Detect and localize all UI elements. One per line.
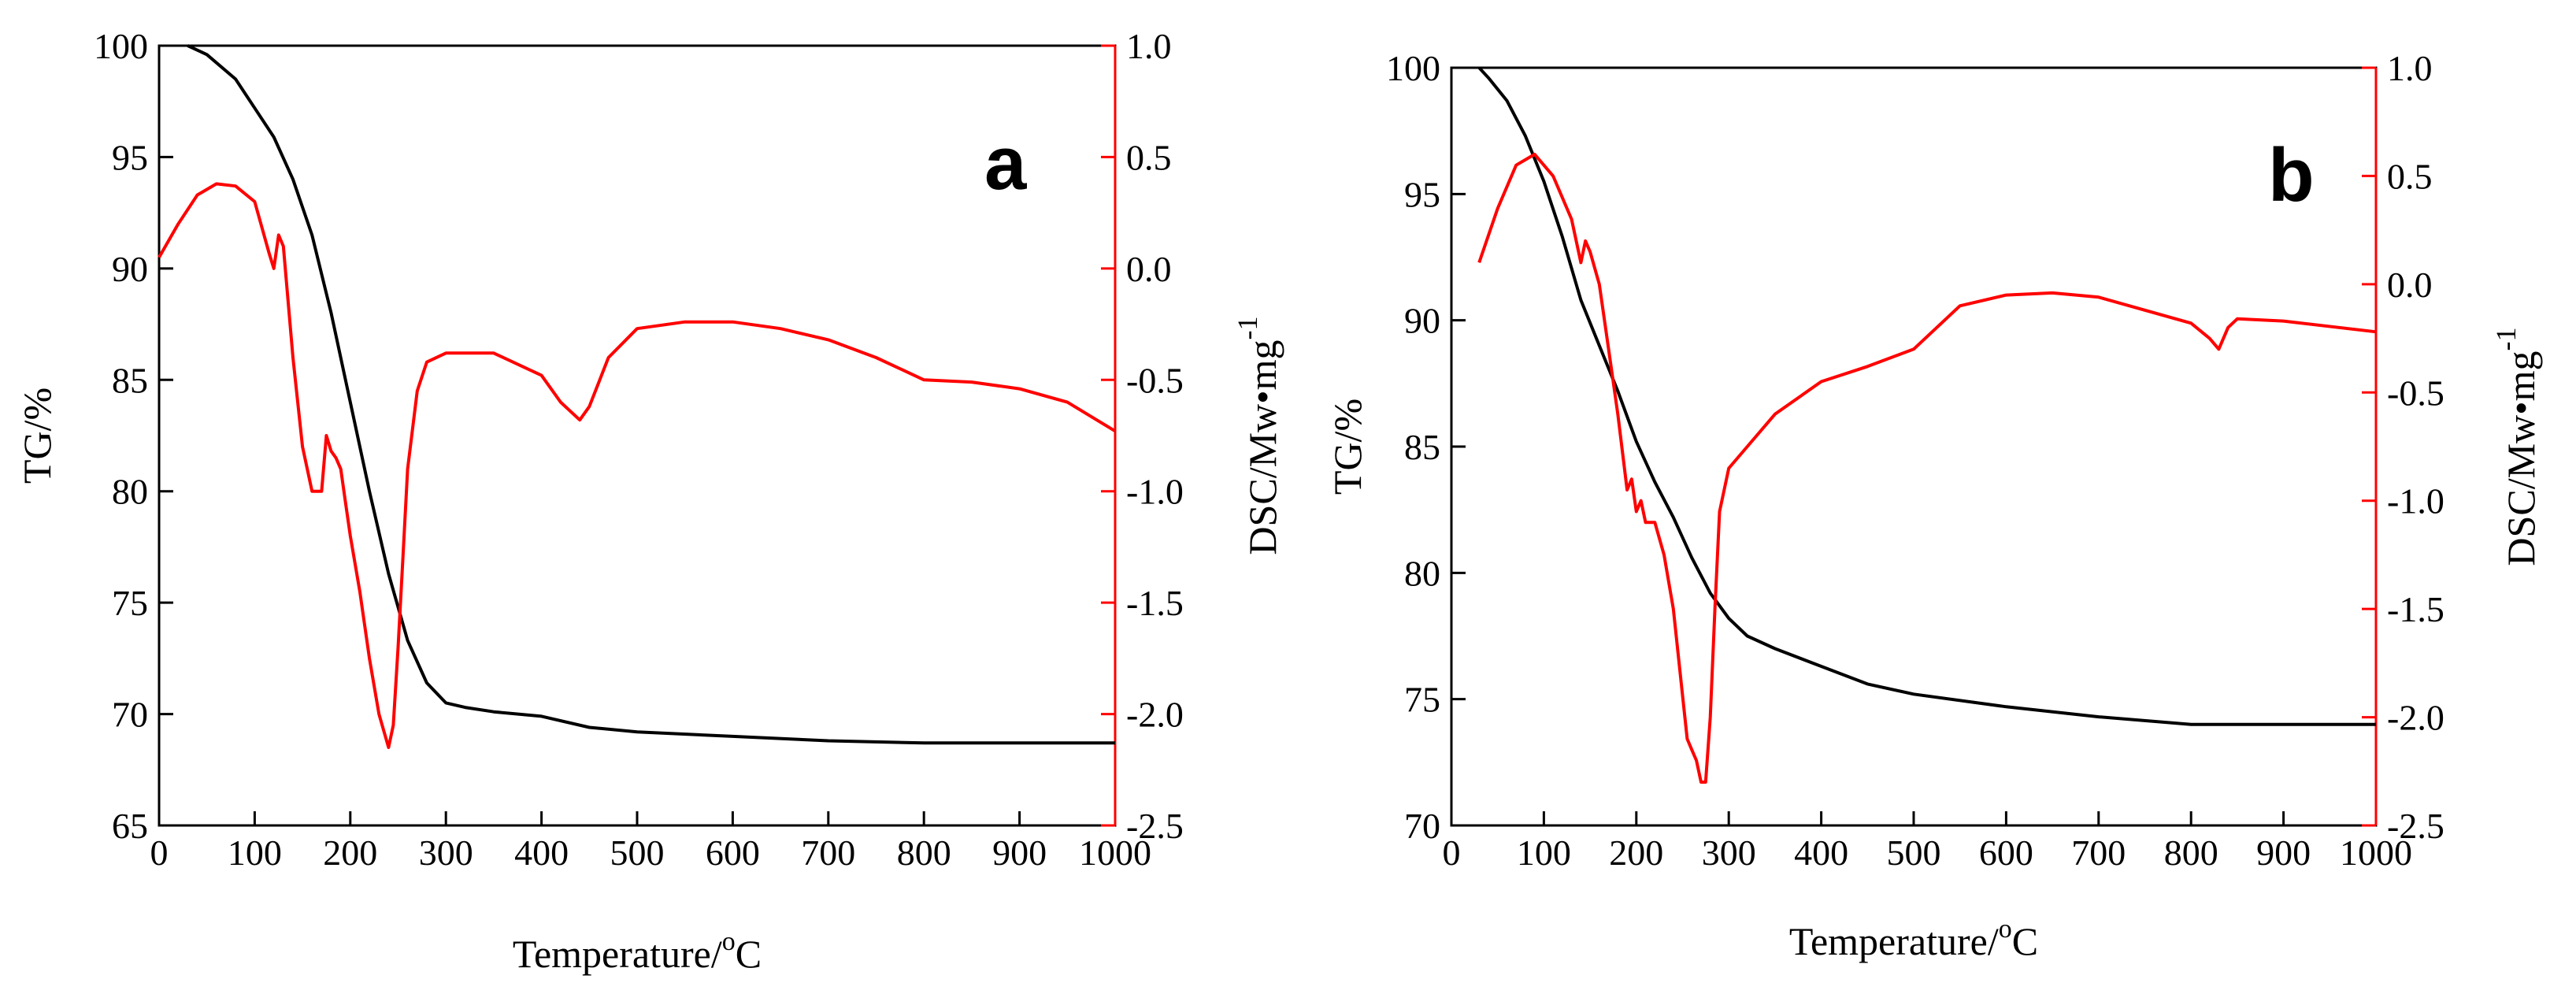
x-tick-label-a: 100 bbox=[228, 833, 282, 873]
x-tick-label-b: 800 bbox=[2164, 833, 2218, 873]
y-axis-title-a: TG/% bbox=[15, 388, 59, 484]
x-tick-label-b: 200 bbox=[1609, 833, 1663, 873]
y2-tick-marks-a: -2.5 -2.0 -1.5 -1.0 -0.5 0.0 0.5 1.0 bbox=[1101, 26, 1184, 846]
y-tick-label-a: 70 bbox=[112, 695, 148, 735]
x-tick-label-a: 700 bbox=[801, 833, 855, 873]
x-tick-label-a: 600 bbox=[706, 833, 760, 873]
y2-axis-title-a: DSC/Mw•mg-1 bbox=[1232, 316, 1284, 554]
y-tick-label-a: 100 bbox=[94, 26, 148, 66]
y2-tick-label-a: 1.0 bbox=[1126, 26, 1172, 66]
chart-panel-b: 0 100 200 300 400 500 600 700 800 900 1000 70 75 80 8… bbox=[1325, 48, 2543, 963]
dsc-curve-a bbox=[158, 182, 1117, 749]
y2-tick-label-a: 0.5 bbox=[1126, 137, 1172, 177]
x-tick-label-a: 400 bbox=[514, 833, 569, 873]
y-tick-label-a: 85 bbox=[112, 360, 148, 400]
y2-tick-label-b: 0.5 bbox=[2387, 156, 2433, 196]
x-axis-title-a: Temperature/oC bbox=[513, 927, 762, 976]
y2-axis-title-text-b: DSC/Mw•mg bbox=[2499, 350, 2543, 566]
y2-tick-label-b: -2.5 bbox=[2387, 806, 2444, 846]
chart-panel-a: 0 100 200 300 400 500 600 700 800 900 1000 65 70 75 8… bbox=[15, 26, 1284, 976]
x-axis-title-text-b: Temperature/ bbox=[1789, 919, 1999, 963]
x-tick-label-b: 600 bbox=[1979, 833, 2033, 873]
x-tick-label-b: 500 bbox=[1887, 833, 1941, 873]
x-tick-label-a: 300 bbox=[419, 833, 473, 873]
y-tick-label-b: 95 bbox=[1404, 174, 1440, 214]
y-tick-label-a: 65 bbox=[112, 806, 148, 846]
y2-tick-label-b: -1.0 bbox=[2387, 481, 2444, 521]
y2-tick-label-b: -2.0 bbox=[2387, 698, 2444, 738]
y-tick-marks-b: 70 75 80 85 90 95 100 bbox=[1386, 48, 1466, 846]
series-group-a bbox=[158, 44, 1117, 749]
y2-tick-marks-b: -2.5 -2.0 -1.5 -1.0 -0.5 0.0 0.5 1.0 bbox=[2362, 48, 2444, 846]
y2-axis-title-b: DSC/Mw•mg-1 bbox=[2490, 327, 2543, 566]
plot-frame-b bbox=[1450, 66, 2378, 827]
x-tick-label-a: 1000 bbox=[1079, 833, 1151, 873]
tg-curve-a bbox=[187, 44, 1115, 745]
x-tick-label-a: 0 bbox=[150, 833, 169, 873]
x-tick-label-b: 400 bbox=[1794, 833, 1848, 873]
x-tick-marks-b: 0 100 200 300 400 500 600 700 800 900 1000 bbox=[1443, 811, 2412, 873]
x-axis-title-unit-b: C bbox=[2012, 919, 2038, 963]
x-tick-marks-a: 0 100 200 300 400 500 600 700 800 900 1000 bbox=[150, 811, 1151, 873]
x-axis-title-sup-b: o bbox=[1999, 914, 2012, 944]
x-tick-label-b: 100 bbox=[1517, 833, 1571, 873]
x-tick-label-b: 300 bbox=[1702, 833, 1756, 873]
x-tick-label-a: 800 bbox=[897, 833, 951, 873]
x-tick-label-a: 500 bbox=[610, 833, 665, 873]
x-axis-title-unit-a: C bbox=[736, 932, 762, 976]
y2-axis-title-sup-b: -1 bbox=[2490, 327, 2522, 350]
y-tick-marks-a: 65 70 75 80 85 90 95 100 bbox=[94, 26, 173, 846]
y2-tick-label-a: -2.0 bbox=[1126, 695, 1184, 735]
x-tick-label-a: 900 bbox=[992, 833, 1047, 873]
y-tick-label-a: 95 bbox=[112, 137, 148, 177]
x-axis-title-b: Temperature/oC bbox=[1789, 914, 2038, 963]
x-tick-label-a: 200 bbox=[323, 833, 377, 873]
x-tick-label-b: 900 bbox=[2256, 833, 2311, 873]
y-tick-label-b: 85 bbox=[1404, 427, 1440, 467]
x-tick-label-b: 1000 bbox=[2340, 833, 2412, 873]
y-tick-label-b: 90 bbox=[1404, 301, 1440, 341]
y2-tick-label-a: 0.0 bbox=[1126, 249, 1172, 289]
y-tick-label-b: 70 bbox=[1404, 806, 1440, 846]
y2-axis-title-sup-a: -1 bbox=[1232, 316, 1263, 339]
y2-tick-label-b: 1.0 bbox=[2387, 48, 2433, 88]
y2-tick-label-b: -1.5 bbox=[2387, 589, 2444, 629]
y2-tick-label-a: -1.0 bbox=[1126, 472, 1184, 512]
x-axis-title-text-a: Temperature/ bbox=[513, 932, 722, 976]
y-tick-label-b: 100 bbox=[1386, 48, 1440, 88]
y2-axis-title-text-a: DSC/Mw•mg bbox=[1240, 339, 1284, 554]
y2-tick-label-b: 0.0 bbox=[2387, 265, 2433, 305]
y2-tick-label-a: -2.5 bbox=[1126, 806, 1184, 846]
series-group-b bbox=[1477, 66, 2377, 784]
x-tick-label-b: 0 bbox=[1443, 833, 1461, 873]
panel-label-a: a bbox=[984, 121, 1027, 206]
x-tick-label-b: 700 bbox=[2071, 833, 2126, 873]
y-tick-label-a: 75 bbox=[112, 583, 148, 623]
dsc-curve-b bbox=[1477, 152, 2377, 784]
x-axis-title-sup-a: o bbox=[722, 927, 736, 956]
y2-tick-label-a: -0.5 bbox=[1126, 360, 1184, 400]
y-tick-label-a: 90 bbox=[112, 249, 148, 289]
y-tick-label-a: 80 bbox=[112, 472, 148, 512]
y-axis-title-b: TG/% bbox=[1325, 399, 1370, 495]
tg-curve-b bbox=[1477, 66, 2376, 726]
y2-tick-label-b: -0.5 bbox=[2387, 373, 2444, 413]
panel-label-b: b bbox=[2268, 133, 2315, 217]
y2-tick-label-a: -1.5 bbox=[1126, 583, 1184, 623]
y-tick-label-b: 75 bbox=[1404, 680, 1440, 720]
y-tick-label-b: 80 bbox=[1404, 553, 1440, 593]
